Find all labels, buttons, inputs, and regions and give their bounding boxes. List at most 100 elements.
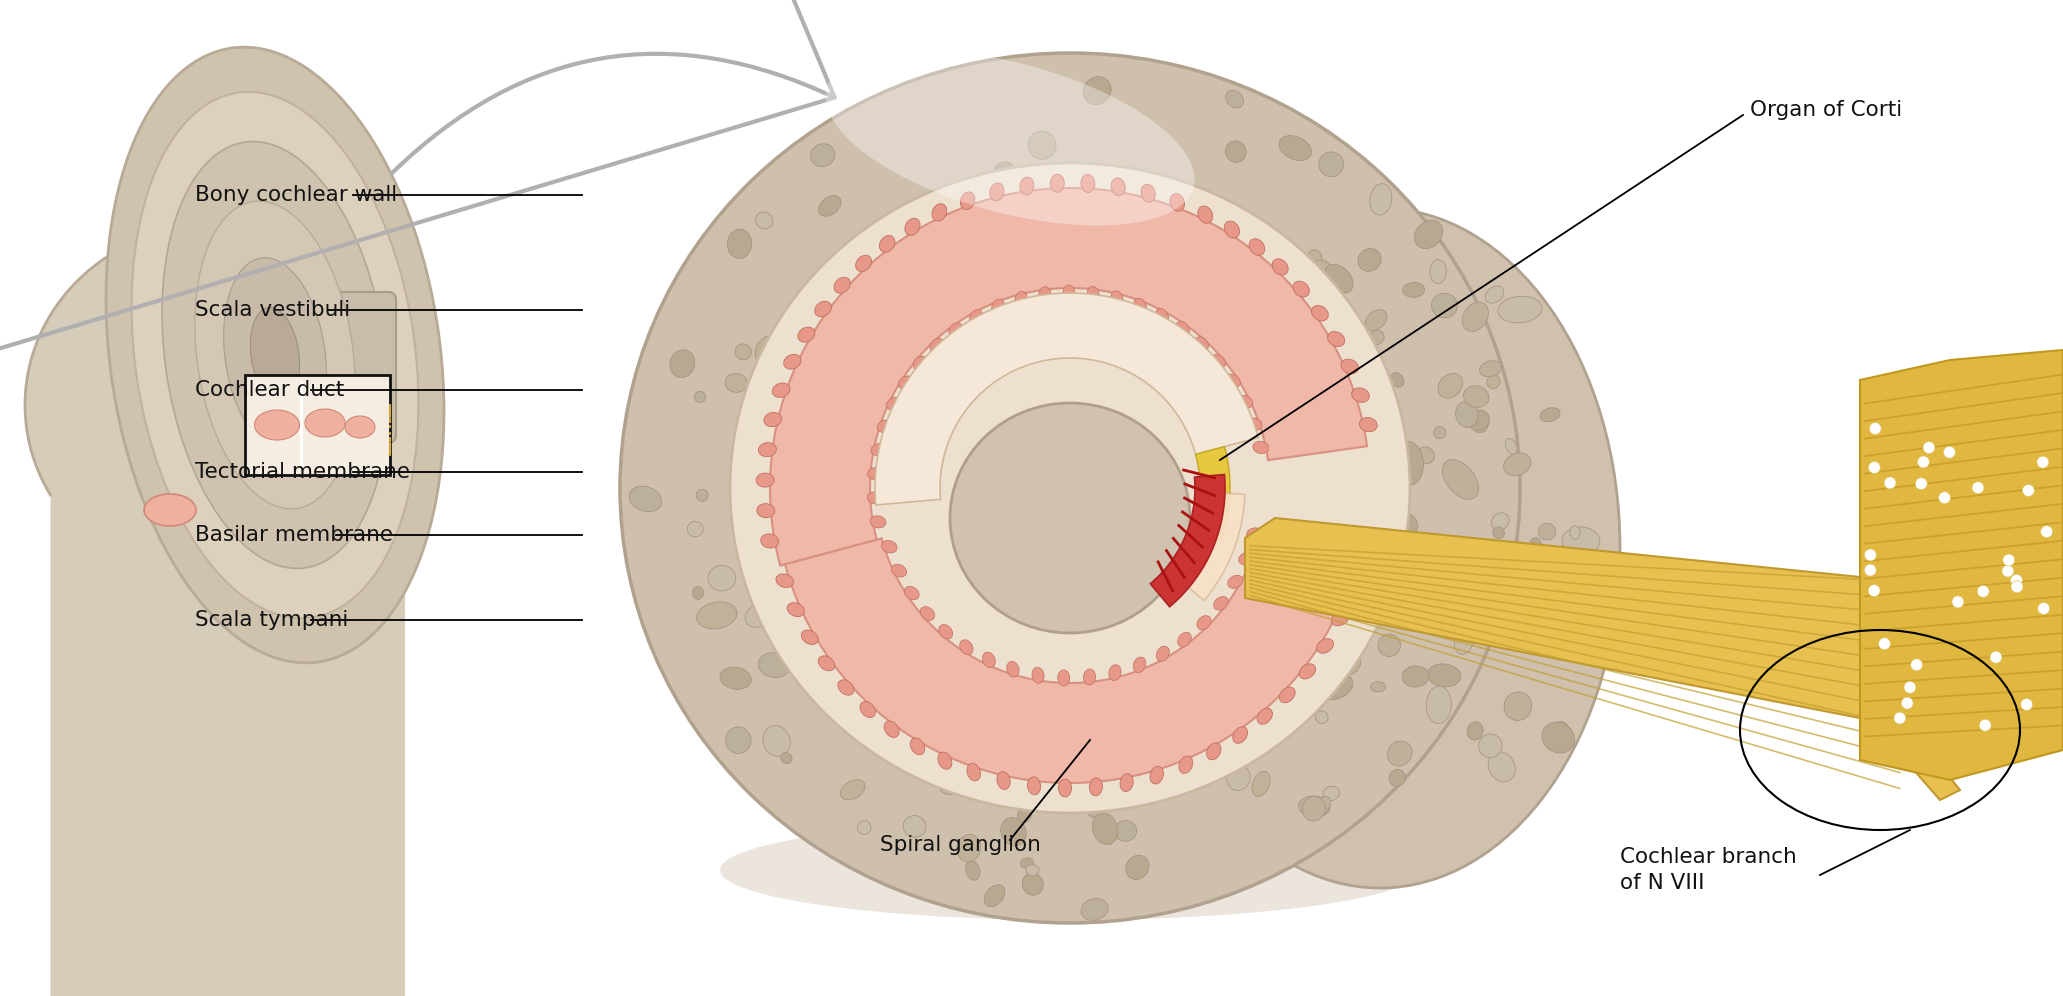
Ellipse shape	[1312, 400, 1331, 420]
Ellipse shape	[1294, 678, 1316, 712]
Ellipse shape	[1081, 174, 1095, 192]
Ellipse shape	[1368, 331, 1384, 345]
Ellipse shape	[1087, 287, 1100, 303]
Ellipse shape	[254, 410, 299, 440]
Ellipse shape	[1192, 680, 1213, 701]
Ellipse shape	[1027, 131, 1056, 159]
Ellipse shape	[1058, 779, 1071, 797]
Ellipse shape	[1531, 538, 1541, 548]
Ellipse shape	[724, 374, 747, 392]
Ellipse shape	[800, 630, 819, 644]
Ellipse shape	[959, 639, 974, 654]
Ellipse shape	[1432, 293, 1456, 318]
Ellipse shape	[728, 229, 751, 259]
Ellipse shape	[1265, 734, 1279, 748]
Ellipse shape	[1991, 651, 2001, 663]
Ellipse shape	[970, 310, 982, 325]
Ellipse shape	[1050, 174, 1065, 192]
Ellipse shape	[1300, 664, 1316, 679]
Ellipse shape	[990, 183, 1005, 201]
Ellipse shape	[1215, 453, 1240, 475]
Ellipse shape	[1522, 586, 1537, 605]
Ellipse shape	[914, 357, 928, 370]
Ellipse shape	[759, 479, 772, 493]
Ellipse shape	[1341, 360, 1357, 374]
Ellipse shape	[726, 727, 751, 754]
Ellipse shape	[885, 721, 899, 737]
Ellipse shape	[784, 355, 800, 370]
Ellipse shape	[1357, 248, 1382, 271]
Ellipse shape	[1223, 614, 1238, 626]
Ellipse shape	[1351, 387, 1370, 402]
Ellipse shape	[1279, 135, 1312, 160]
Ellipse shape	[693, 587, 703, 600]
Ellipse shape	[1324, 264, 1353, 293]
Ellipse shape	[1110, 291, 1122, 307]
Ellipse shape	[1062, 285, 1075, 301]
Ellipse shape	[1120, 774, 1133, 792]
Ellipse shape	[2001, 565, 2013, 577]
Ellipse shape	[757, 473, 774, 487]
Ellipse shape	[899, 375, 914, 389]
Ellipse shape	[1327, 485, 1355, 509]
Ellipse shape	[798, 327, 815, 343]
Polygon shape	[1170, 493, 1244, 601]
Ellipse shape	[1021, 872, 1044, 895]
Ellipse shape	[1923, 441, 1935, 453]
Ellipse shape	[759, 652, 790, 677]
Ellipse shape	[629, 486, 662, 512]
Ellipse shape	[1314, 672, 1353, 700]
Ellipse shape	[1215, 526, 1244, 550]
Ellipse shape	[1285, 253, 1300, 266]
Ellipse shape	[1485, 286, 1504, 303]
Ellipse shape	[1310, 675, 1335, 701]
Ellipse shape	[1865, 564, 1875, 576]
Ellipse shape	[780, 753, 792, 764]
Ellipse shape	[1155, 309, 1168, 324]
Text: Bony cochlear wall: Bony cochlear wall	[196, 185, 396, 205]
Ellipse shape	[1331, 612, 1349, 625]
Polygon shape	[1192, 446, 1230, 543]
Ellipse shape	[1027, 777, 1040, 795]
Ellipse shape	[1463, 302, 1489, 332]
Ellipse shape	[1976, 586, 1989, 598]
Ellipse shape	[1428, 664, 1461, 687]
Ellipse shape	[1879, 637, 1890, 649]
Bar	[245, 375, 390, 475]
Ellipse shape	[1539, 523, 1556, 540]
Ellipse shape	[877, 420, 893, 432]
Ellipse shape	[757, 504, 776, 518]
Ellipse shape	[984, 884, 1005, 906]
Ellipse shape	[1013, 779, 1038, 803]
Ellipse shape	[1182, 425, 1215, 454]
Ellipse shape	[819, 656, 836, 670]
Ellipse shape	[1227, 576, 1242, 589]
Ellipse shape	[2040, 526, 2053, 538]
Ellipse shape	[1469, 410, 1489, 430]
Ellipse shape	[1492, 513, 1510, 530]
Ellipse shape	[1112, 178, 1124, 196]
Text: Organ of Corti: Organ of Corti	[1749, 100, 1902, 120]
FancyBboxPatch shape	[312, 292, 396, 443]
Ellipse shape	[1498, 296, 1541, 323]
Ellipse shape	[687, 521, 703, 537]
Ellipse shape	[708, 566, 736, 591]
Ellipse shape	[1178, 632, 1190, 647]
Ellipse shape	[1310, 260, 1331, 279]
Ellipse shape	[1570, 526, 1580, 540]
Ellipse shape	[1914, 478, 1927, 490]
Ellipse shape	[761, 534, 778, 548]
Ellipse shape	[1438, 374, 1463, 398]
Ellipse shape	[1300, 687, 1324, 711]
Ellipse shape	[1894, 712, 1906, 724]
Ellipse shape	[1562, 527, 1601, 555]
Ellipse shape	[1217, 510, 1227, 520]
Ellipse shape	[1225, 765, 1250, 791]
Polygon shape	[875, 293, 1258, 505]
Ellipse shape	[1194, 337, 1209, 352]
Ellipse shape	[932, 204, 947, 221]
Ellipse shape	[736, 431, 763, 454]
Ellipse shape	[1467, 722, 1483, 740]
Ellipse shape	[1238, 552, 1254, 565]
Ellipse shape	[695, 391, 706, 402]
